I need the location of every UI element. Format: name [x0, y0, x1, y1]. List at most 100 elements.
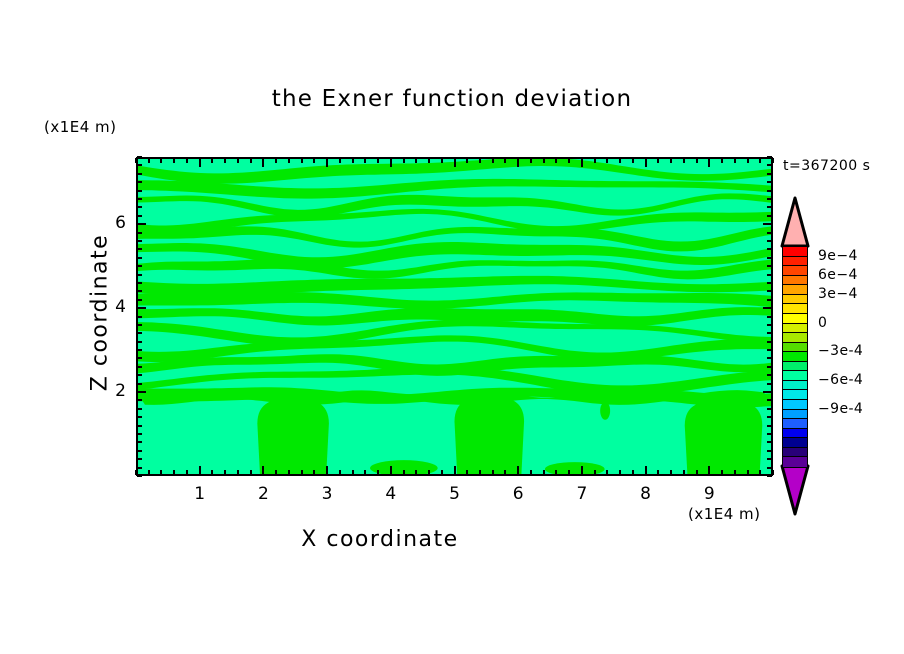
colorbar-band: [782, 456, 808, 468]
y-tick-label: 6: [115, 213, 126, 234]
x-tick-minor: [313, 470, 316, 475]
x-tick-major-top: [644, 158, 647, 167]
x-tick-minor: [287, 470, 290, 475]
x-tick-minor-top: [491, 158, 494, 163]
y-tick-minor-right: [767, 231, 772, 234]
x-tick-minor-top: [542, 158, 545, 163]
x-tick-minor-top: [300, 158, 303, 163]
x-tick-label: 9: [703, 484, 715, 504]
x-tick-minor-top: [733, 158, 736, 163]
x-tick-minor-top: [721, 158, 724, 163]
y-tick-minor: [137, 189, 142, 192]
contour-bands: [138, 159, 771, 408]
y-tick-minor-right: [767, 265, 772, 268]
x-tick-minor: [504, 470, 507, 475]
y-tick-minor: [137, 273, 142, 276]
colorbar-tick-label: 3e−4: [818, 285, 858, 302]
y-tick-minor: [137, 449, 142, 452]
y-tick-minor: [137, 332, 142, 335]
contour-stripe: [138, 292, 771, 309]
y-tick-major-right: [763, 307, 772, 310]
x-tick-major: [453, 466, 456, 475]
y-tick-minor: [137, 248, 142, 251]
y-tick-minor: [137, 265, 142, 268]
y-tick-minor-right: [767, 433, 772, 436]
x-tick-minor-top: [759, 158, 762, 163]
x-tick-major-top: [389, 158, 392, 167]
x-tick-minor: [529, 470, 532, 475]
contour-stripe: [138, 226, 771, 252]
y-tick-minor: [137, 181, 142, 184]
y-axis-unit-label: (x1E4 m): [44, 118, 117, 136]
x-tick-minor-top: [338, 158, 341, 163]
y-tick-major: [137, 307, 146, 310]
x-tick-minor: [224, 470, 227, 475]
x-tick-minor-top: [415, 158, 418, 163]
y-tick-minor-right: [767, 340, 772, 343]
y-tick-minor-right: [767, 181, 772, 184]
contour-plot-area: [136, 157, 773, 476]
y-tick-minor-right: [767, 281, 772, 284]
y-tick-major-right: [763, 391, 772, 394]
x-tick-minor: [619, 470, 622, 475]
x-tick-minor-top: [224, 158, 227, 163]
x-tick-minor: [440, 470, 443, 475]
page-title: the Exner function deviation: [271, 86, 633, 112]
x-tick-minor-top: [568, 158, 571, 163]
colorbar-tick-label: −3e-4: [818, 343, 864, 360]
y-tick-minor: [137, 374, 142, 377]
x-tick-minor-top: [631, 158, 634, 163]
y-tick-minor: [137, 290, 142, 293]
y-tick-minor: [137, 475, 142, 477]
x-tick-minor-top: [504, 158, 507, 163]
y-tick-minor: [137, 231, 142, 234]
y-tick-minor: [137, 382, 142, 385]
y-tick-minor-right: [767, 424, 772, 427]
y-tick-minor-right: [767, 382, 772, 385]
x-tick-minor-top: [670, 158, 673, 163]
contour-stripe: [138, 275, 771, 296]
contour-stripe: [138, 354, 771, 376]
x-tick-minor-top: [313, 158, 316, 163]
contour-blob: [454, 395, 525, 474]
x-tick-minor-top: [478, 158, 481, 163]
x-tick-minor-top: [466, 158, 469, 163]
x-tick-minor: [478, 470, 481, 475]
x-tick-major-top: [198, 158, 201, 167]
x-tick-label: 3: [321, 484, 333, 504]
contour-transition-band: [138, 390, 771, 405]
x-tick-minor: [568, 470, 571, 475]
x-tick-major: [708, 466, 711, 475]
x-tick-minor: [135, 470, 137, 475]
x-tick-minor: [173, 470, 176, 475]
contour-wisp: [370, 460, 438, 474]
y-tick-minor: [137, 323, 142, 326]
y-tick-minor: [137, 399, 142, 402]
x-tick-minor: [682, 470, 685, 475]
x-tick-minor: [236, 470, 239, 475]
y-tick-minor-right: [767, 349, 772, 352]
y-tick-minor: [137, 239, 142, 242]
contour-speck: [600, 401, 611, 420]
y-tick-minor-right: [767, 315, 772, 318]
y-tick-minor-right: [767, 214, 772, 217]
colorbar-tick-label: 9e−4: [818, 247, 858, 264]
x-tick-major-top: [580, 158, 583, 167]
x-tick-label: 1: [194, 484, 206, 504]
x-tick-minor-top: [746, 158, 749, 163]
x-tick-minor: [351, 470, 354, 475]
x-axis-unit-label: (x1E4 m): [688, 505, 761, 523]
x-tick-major-top: [326, 158, 329, 167]
y-tick-minor: [137, 357, 142, 360]
contour-blobs: [138, 390, 771, 474]
x-tick-minor: [746, 470, 749, 475]
contour-stripe: [138, 335, 771, 363]
x-tick-minor: [147, 470, 150, 475]
x-tick-minor: [338, 470, 341, 475]
x-tick-minor-top: [135, 158, 137, 163]
y-tick-minor-right: [767, 256, 772, 259]
x-tick-minor-top: [211, 158, 214, 163]
contour-stripe: [138, 208, 771, 235]
x-tick-minor-top: [377, 158, 380, 163]
